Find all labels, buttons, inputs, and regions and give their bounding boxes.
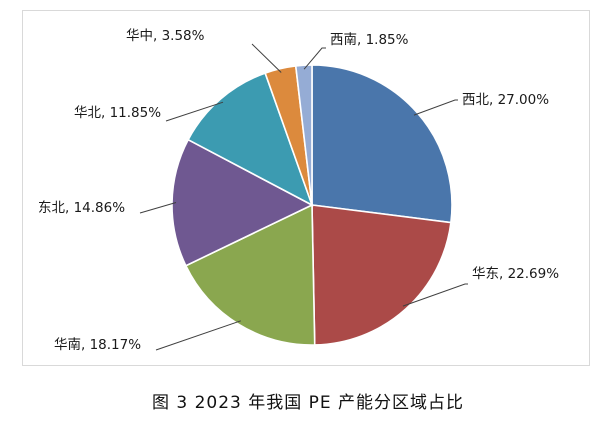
pie-chart: 西北, 27.00% 华东, 22.69% 华南, 18.17% 东北, 14.86%… <box>38 28 559 353</box>
leader-line-1 <box>402 283 468 307</box>
pie-slice-3 <box>171 138 314 267</box>
leader-line-4 <box>165 101 224 122</box>
leader-line-2 <box>155 320 241 351</box>
leader-line-0 <box>413 99 458 116</box>
data-label-1: 华东, 22.69% <box>472 266 559 282</box>
data-label-5: 华中, 3.58% <box>126 28 205 44</box>
data-label-6: 西南, 1.85% <box>330 32 409 48</box>
pie-slice-6 <box>294 64 313 206</box>
leader-line-6 <box>303 47 326 70</box>
pie-slice-4 <box>187 72 314 207</box>
pie-slice-2 <box>184 203 316 346</box>
data-label-4: 华北, 11.85% <box>74 105 161 121</box>
leader-line-5 <box>251 43 282 73</box>
data-label-2: 华南, 18.17% <box>54 337 141 353</box>
figure-caption: 图 3 2023 年我国 PE 产能分区域占比 <box>151 393 465 413</box>
chart-frame <box>22 10 590 366</box>
pie-slice-1 <box>311 204 452 346</box>
leader-line-3 <box>139 202 177 214</box>
pie-slice-0 <box>311 64 453 224</box>
data-label-3: 东北, 14.86% <box>38 200 125 216</box>
data-label-0: 西北, 27.00% <box>462 92 549 108</box>
